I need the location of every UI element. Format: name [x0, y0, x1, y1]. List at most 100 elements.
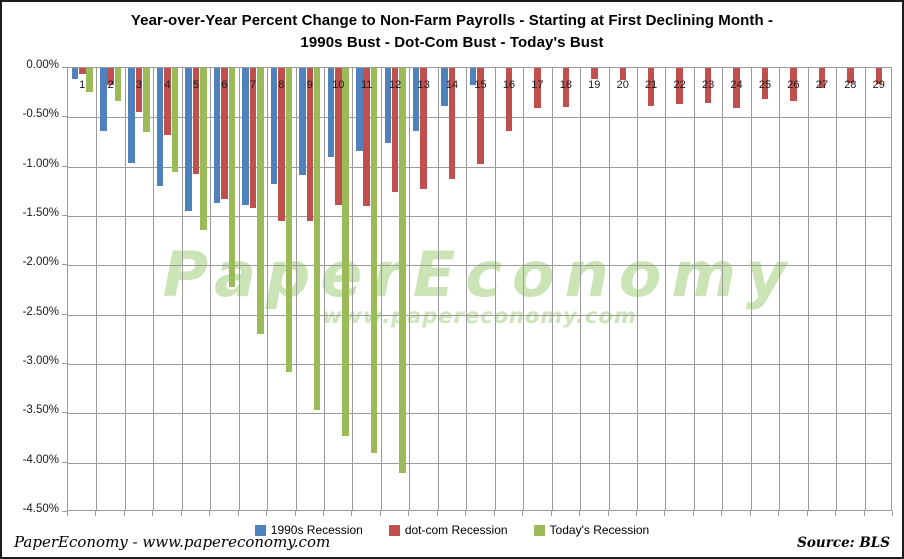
bar-1990s-recession-month-6: [213, 68, 221, 204]
bar-dot-com-recession-month-11: [363, 68, 370, 207]
vertical-gridline: [267, 68, 269, 510]
vertical-gridline: [494, 68, 496, 510]
x-axis-tick-mark: [408, 511, 410, 516]
legend-label-1990s: 1990s Recession: [270, 523, 363, 537]
y-axis-tick-label: 0.00%: [26, 59, 59, 71]
bar-1990s-recession-month-3: [128, 68, 135, 163]
footer-branding-text: PaperEconomy - www.papereconomy.com: [14, 533, 331, 551]
x-axis-tick-mark: [237, 511, 239, 516]
vertical-gridline: [153, 68, 155, 510]
y-axis-tick-mark: [62, 363, 67, 364]
y-axis-tick-label: -3.50%: [22, 404, 59, 417]
horizontal-gridline: [68, 364, 891, 365]
y-axis-tick-label: -4.00%: [22, 453, 59, 466]
y-axis-tick-label: -4.50%: [22, 503, 59, 515]
y-axis-tick-mark: [62, 165, 67, 167]
vertical-gridline: [437, 68, 439, 510]
vertical-gridline: [580, 68, 582, 510]
chart-title-line-1: Year-over-Year Percent Change to Non-Far…: [130, 12, 774, 29]
vertical-gridline: [181, 68, 183, 510]
x-axis-tick-label: 6: [221, 79, 228, 91]
x-axis-tick-mark: [95, 511, 97, 516]
vertical-gridline: [124, 68, 126, 510]
bar-1990s-recession-month-12: [384, 68, 392, 143]
bar-dot-com-recession-month-25: [761, 68, 769, 99]
x-axis-tick-label: 1: [79, 79, 86, 91]
x-axis-tick-label: 28: [844, 79, 857, 91]
bar-dot-com-recession-month-19: [591, 68, 598, 79]
x-axis-tick-mark: [379, 511, 381, 516]
bar-today-s-recession-month-3: [143, 68, 150, 133]
bar-dot-com-recession-month-10: [335, 68, 342, 206]
bar-dot-com-recession-month-20: [619, 68, 627, 80]
vertical-gridline: [864, 68, 866, 510]
x-axis-tick-mark: [778, 511, 780, 516]
x-axis-tick-label: 13: [417, 79, 430, 91]
x-axis-tick-mark: [180, 511, 182, 516]
x-axis-tick-mark: [493, 511, 495, 516]
bar-1990s-recession-month-2: [100, 68, 107, 132]
bar-1990s-recession-month-13: [412, 68, 420, 132]
vertical-gridline: [807, 68, 809, 510]
bar-today-s-recession-month-10: [342, 68, 349, 437]
x-axis-tick-label: 19: [588, 79, 601, 91]
x-axis-tick-label: 7: [249, 79, 256, 91]
bar-1990s-recession-month-4: [156, 68, 164, 187]
bar-dot-com-recession-month-18: [562, 68, 570, 108]
y-axis-tick-mark: [62, 67, 67, 68]
vertical-gridline: [238, 68, 240, 510]
legend-label-dotcom: dot-com Recession: [404, 523, 508, 537]
vertical-gridline: [466, 68, 468, 510]
x-axis-tick-mark: [67, 511, 68, 516]
bar-1990s-recession-month-14: [441, 68, 448, 107]
x-axis-tick-mark: [892, 511, 893, 516]
legend-label-today: Today's Recession: [549, 523, 650, 537]
y-axis-tick-mark: [62, 215, 67, 216]
bar-dot-com-recession-month-9: [306, 68, 314, 221]
x-axis-tick-mark: [209, 511, 211, 516]
x-axis-tick-mark: [522, 511, 524, 516]
y-axis-tick-mark: [62, 264, 67, 266]
y-axis-tick-label: -3.00%: [22, 355, 59, 367]
x-axis-tick-mark: [294, 511, 296, 516]
x-axis-tick-label: 20: [616, 79, 629, 91]
x-axis-tick-mark: [266, 511, 268, 516]
bar-1990s-recession-month-9: [299, 68, 306, 175]
x-axis-tick-label: 25: [758, 79, 772, 91]
x-axis-tick-label: 15: [474, 79, 487, 91]
x-axis-tick-mark: [351, 511, 353, 516]
bar-dot-com-recession-month-22: [676, 68, 683, 104]
bar-dot-com-recession-month-7: [249, 68, 257, 209]
bar-dot-com-recession-month-5: [192, 68, 200, 174]
bar-dot-com-recession-month-28: [847, 68, 854, 83]
horizontal-gridline: [68, 462, 891, 464]
watermark-text: PaperEconomy: [162, 238, 797, 311]
x-axis-tick-label: 5: [192, 79, 200, 91]
vertical-gridline: [665, 68, 667, 510]
bar-dot-com-recession-month-6: [221, 68, 228, 200]
bar-dot-com-recession-month-13: [420, 68, 427, 190]
y-axis-tick-label: -1.00%: [22, 157, 59, 170]
vertical-gridline: [779, 68, 781, 510]
x-axis-tick-label: 23: [701, 79, 715, 91]
y-axis-tick-mark: [62, 461, 67, 463]
x-axis-tick-label: 24: [730, 79, 743, 91]
x-axis-tick-label: 27: [815, 79, 828, 91]
bar-today-s-recession-month-6: [228, 68, 236, 288]
x-axis-tick-label: 8: [278, 79, 285, 91]
bar-1990s-recession-month-1: [71, 68, 79, 79]
horizontal-gridline: [68, 314, 891, 316]
x-axis-tick-label: 21: [645, 79, 658, 91]
horizontal-gridline: [68, 166, 891, 168]
vertical-gridline: [409, 68, 411, 510]
x-axis-tick-mark: [749, 511, 751, 516]
bar-dot-com-recession-month-4: [164, 68, 171, 136]
vertical-gridline: [551, 68, 553, 510]
bar-today-s-recession-month-5: [200, 68, 207, 230]
vertical-gridline: [352, 68, 354, 510]
x-axis-tick-label: 2: [107, 79, 114, 91]
y-axis-tick-mark: [62, 313, 67, 315]
vertical-gridline: [722, 68, 724, 510]
